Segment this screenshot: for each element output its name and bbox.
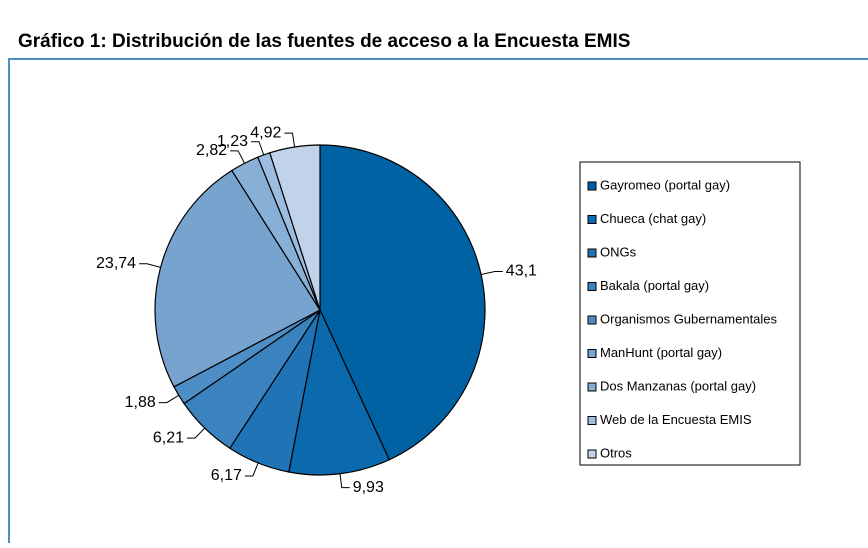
legend-swatch bbox=[587, 315, 597, 325]
legend-swatch bbox=[587, 215, 597, 224]
legend-label: ONGs bbox=[600, 244, 637, 259]
legend-label: Web de la Encuesta EMIS bbox=[600, 412, 752, 427]
legend-box bbox=[579, 161, 801, 466]
pie-slice bbox=[269, 144, 321, 311]
legend-swatch bbox=[587, 382, 597, 392]
data-label: 9,93 bbox=[353, 479, 384, 496]
legend-label: Gayromeo (portal gay) bbox=[600, 177, 730, 192]
chart-title: Gráfico 1: Distribución de las fuentes d… bbox=[18, 31, 630, 52]
data-label: 6,21 bbox=[153, 429, 184, 446]
data-label: 1,88 bbox=[125, 394, 156, 411]
leader-line bbox=[158, 394, 180, 404]
legend-swatch bbox=[587, 449, 597, 459]
leader-line bbox=[284, 132, 296, 148]
legend-label: Dos Manzanas (portal gay) bbox=[600, 378, 756, 393]
legend-swatch bbox=[587, 349, 597, 358]
legend-label: Otros bbox=[600, 445, 632, 460]
leader-line bbox=[250, 141, 265, 156]
leader-line bbox=[481, 271, 503, 276]
leader-line bbox=[186, 427, 206, 439]
legend-swatch bbox=[587, 282, 597, 291]
legend-swatch bbox=[587, 181, 597, 191]
legend-swatch bbox=[587, 248, 597, 258]
leader-line bbox=[230, 150, 245, 164]
legend-swatch bbox=[587, 416, 597, 425]
data-label: 23,74 bbox=[96, 255, 136, 272]
legend-label: Bakala (portal gay) bbox=[600, 278, 709, 293]
leader-line bbox=[244, 462, 259, 477]
data-label: 1,23 bbox=[217, 133, 248, 150]
leader-line bbox=[139, 263, 161, 268]
legend-label: ManHunt (portal gay) bbox=[600, 345, 722, 360]
data-label: 4,92 bbox=[250, 124, 281, 141]
legend-label: Organismos Gubernamentales bbox=[600, 311, 778, 326]
data-label: 2,82 bbox=[196, 142, 227, 159]
data-label: 6,17 bbox=[211, 467, 242, 484]
leader-line bbox=[339, 473, 350, 489]
pie-slice bbox=[154, 169, 321, 388]
legend-label: Chueca (chat gay) bbox=[600, 211, 706, 226]
data-label: 43,1 bbox=[506, 263, 537, 280]
